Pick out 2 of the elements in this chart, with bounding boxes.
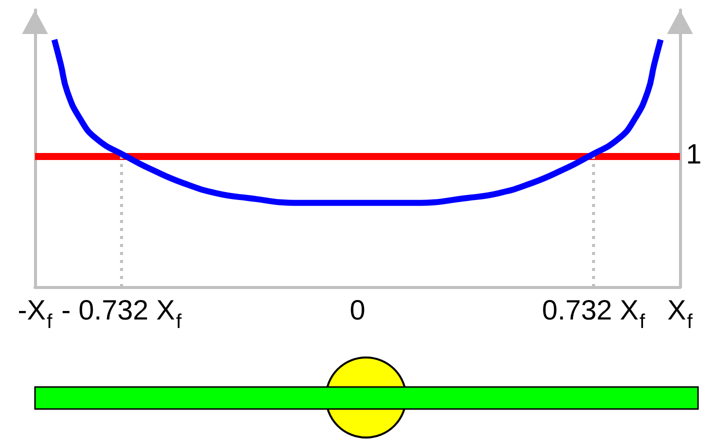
x-tick-label: 0 [350, 294, 366, 326]
ref-line-label: 1 [686, 138, 702, 170]
